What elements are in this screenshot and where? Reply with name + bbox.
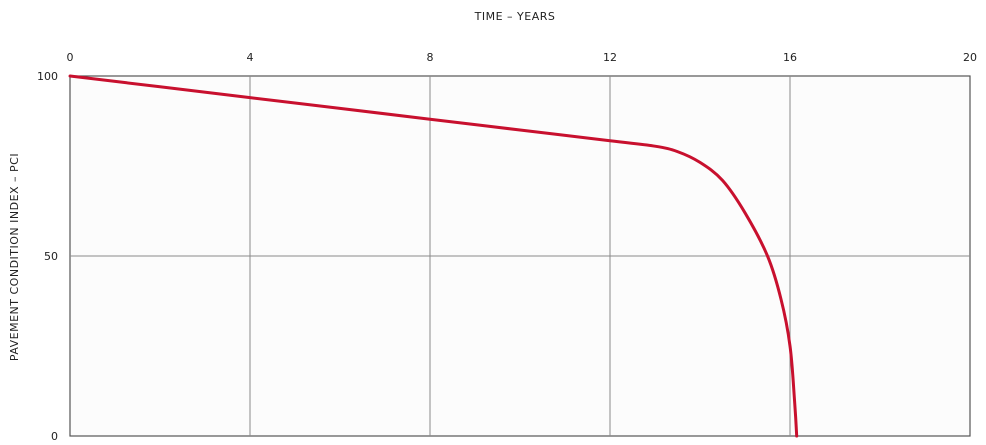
x-tick-label: 12 [603,51,617,64]
series [68,74,799,438]
x-tick-label: 16 [783,51,797,64]
grid [70,76,970,436]
x-tick-label: 4 [247,51,254,64]
tick-labels: 0 4 8 12 16 20 0 50 100 [37,51,977,443]
y-tick-label: 100 [37,70,58,83]
x-axis-title: TIME – YEARS [474,10,556,23]
x-tick-label: 8 [427,51,434,64]
y-tick-label: 0 [51,430,58,443]
y-axis-title: PAVEMENT CONDITION INDEX – PCI [8,153,21,361]
x-tick-label: 20 [963,51,977,64]
pci-curve [68,74,799,438]
y-tick-label: 50 [44,250,58,263]
x-tick-label: 0 [67,51,74,64]
